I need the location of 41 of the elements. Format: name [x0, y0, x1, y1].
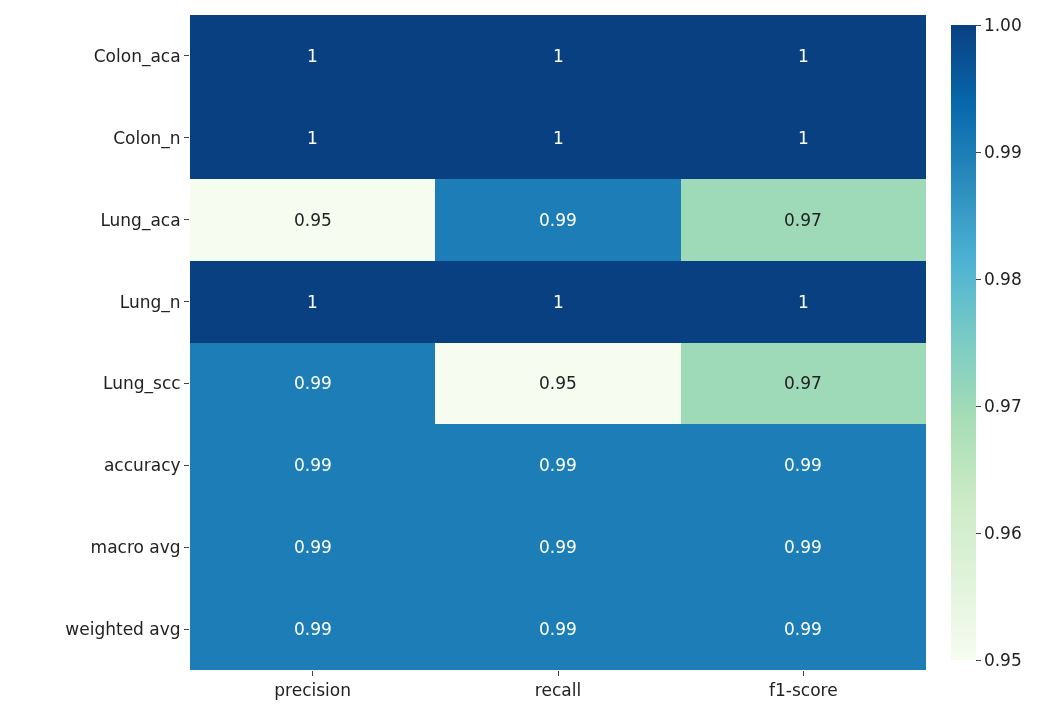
data-label: 1 [307, 128, 318, 148]
data-label: 1 [553, 128, 564, 148]
data-label: 1 [307, 46, 318, 66]
y-tick-label: weighted avg [65, 619, 181, 640]
data-label: 0.95 [294, 210, 332, 230]
data-label: 0.99 [784, 619, 822, 639]
data-label: 1 [307, 292, 318, 312]
y-tick-label: Lung_n [119, 291, 181, 313]
data-label: 0.99 [784, 455, 822, 475]
data-label: 0.99 [539, 455, 577, 475]
x-tick-label: recall [534, 680, 582, 701]
data-label: 0.97 [784, 210, 822, 230]
data-label: 0.97 [784, 373, 822, 393]
data-label: 0.99 [539, 619, 577, 639]
color-bar-label: 0.96 [983, 522, 1022, 543]
color-bar-label: 1.00 [983, 14, 1022, 35]
y-tick-label: accuracy [103, 455, 181, 476]
y-tick-label: Lung_scc [103, 373, 181, 395]
color-bar-label: 0.99 [983, 141, 1022, 162]
y-tick-label: macro avg [90, 537, 181, 558]
data-label: 1 [798, 46, 809, 66]
data-label: 0.99 [294, 619, 332, 639]
data-label: 0.95 [539, 373, 577, 393]
data-label: 0.99 [294, 373, 332, 393]
data-label: 0.99 [784, 537, 822, 557]
y-tick-label: Colon_aca [93, 45, 181, 67]
color-bar-label: 0.97 [983, 395, 1022, 416]
data-label: 1 [798, 292, 809, 312]
data-label: 1 [553, 292, 564, 312]
y-tick-label: Colon_n [113, 127, 181, 149]
data-label: 0.99 [539, 537, 577, 557]
x-tick-label: f1-score [769, 680, 838, 701]
x-tick-label: precision [274, 680, 352, 701]
data-label: 1 [798, 128, 809, 148]
data-label: 0.99 [294, 537, 332, 557]
data-label: 0.99 [539, 210, 577, 230]
y-tick-label: Lung_aca [100, 209, 181, 231]
color-bar-label: 0.95 [983, 649, 1022, 670]
color-bar-label: 0.98 [983, 268, 1022, 289]
data-label: 1 [553, 46, 564, 66]
data-label: 0.99 [294, 455, 332, 475]
